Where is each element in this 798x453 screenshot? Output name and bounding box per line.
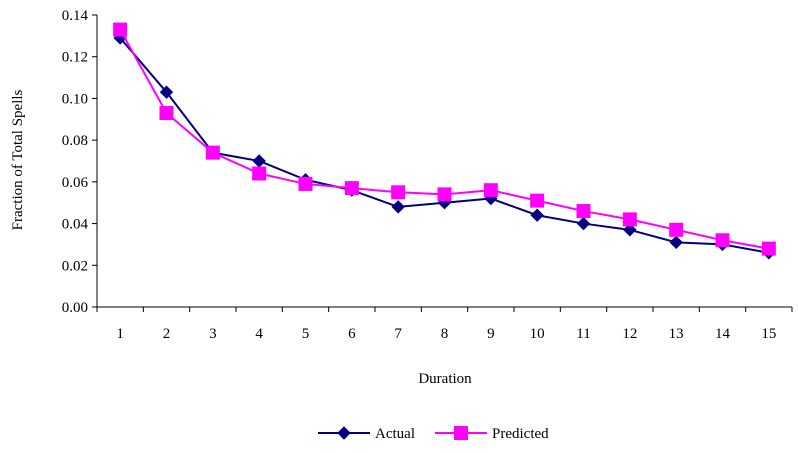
x-tick-label: 7: [394, 326, 402, 342]
x-tick-label: 9: [487, 326, 495, 342]
axes: [96, 15, 792, 308]
data-point-predicted: [344, 181, 359, 196]
series-line-actual: [119, 37, 770, 254]
data-point-predicted: [530, 193, 545, 208]
data-point-predicted: [298, 176, 313, 191]
data-point-actual: [159, 85, 174, 99]
x-tick-label: 2: [163, 326, 171, 342]
data-point-predicted: [715, 233, 730, 248]
y-tick-label: 0.10: [62, 91, 88, 107]
x-tick-label: 5: [302, 326, 310, 342]
series-group: [113, 22, 776, 260]
data-point-predicted: [159, 106, 174, 121]
y-tick-label: 0.00: [62, 300, 88, 316]
data-point-predicted: [622, 212, 637, 227]
data-point-predicted: [576, 204, 591, 219]
series-predicted: [113, 22, 776, 256]
x-tick-label: 14: [715, 326, 731, 342]
x-tick-label: 3: [209, 326, 217, 342]
data-point-predicted: [252, 166, 267, 181]
legend-item-predicted: Predicted: [435, 426, 549, 442]
legend-marker: [337, 426, 351, 440]
data-point-predicted: [391, 185, 406, 200]
data-point-actual: [623, 223, 637, 237]
legend: Actual Predicted: [318, 426, 549, 442]
legend-label: Actual: [375, 426, 415, 442]
legend-label: Predicted: [492, 426, 549, 442]
x-tick-label: 12: [622, 326, 637, 342]
data-point-predicted: [483, 183, 498, 198]
y-tick-label: 0.14: [62, 8, 89, 24]
x-tick-label: 13: [669, 326, 684, 342]
y-axis-ticks: 0.00 0.02 0.04 0.06 0.08 0.10 0.12 0.14: [62, 8, 97, 316]
x-tick-label: 10: [530, 326, 545, 342]
x-axis-title: Duration: [418, 371, 472, 387]
data-point-actual: [391, 200, 405, 214]
x-tick-label: 15: [761, 326, 776, 342]
series-line-predicted: [119, 29, 770, 250]
data-point-predicted: [437, 187, 452, 202]
data-point-predicted: [205, 145, 220, 160]
y-tick-label: 0.12: [62, 50, 88, 66]
y-tick-label: 0.06: [62, 175, 89, 191]
x-tick-label: 1: [116, 326, 124, 342]
data-point-predicted: [761, 241, 776, 256]
legend-marker: [454, 426, 468, 440]
y-tick-label: 0.04: [62, 217, 89, 233]
data-point-actual: [252, 154, 266, 168]
data-point-actual: [576, 216, 591, 231]
legend-item-actual: Actual: [318, 426, 415, 442]
x-tick-label: 8: [441, 326, 449, 342]
data-point-predicted: [113, 22, 128, 37]
x-tick-label: 4: [255, 326, 263, 342]
y-tick-label: 0.02: [62, 258, 88, 274]
x-axis-ticks: 1 2 3 4 5 6 7 8 9 10 11 12 13 14 15: [96, 307, 793, 342]
data-point-actual: [669, 235, 683, 250]
x-tick-label: 11: [576, 326, 590, 342]
x-tick-label: 6: [348, 326, 356, 342]
y-axis-title: Fraction of Total Spells: [10, 89, 26, 230]
data-point-actual: [530, 208, 544, 222]
y-tick-label: 0.08: [62, 133, 88, 149]
data-point-predicted: [669, 222, 684, 237]
